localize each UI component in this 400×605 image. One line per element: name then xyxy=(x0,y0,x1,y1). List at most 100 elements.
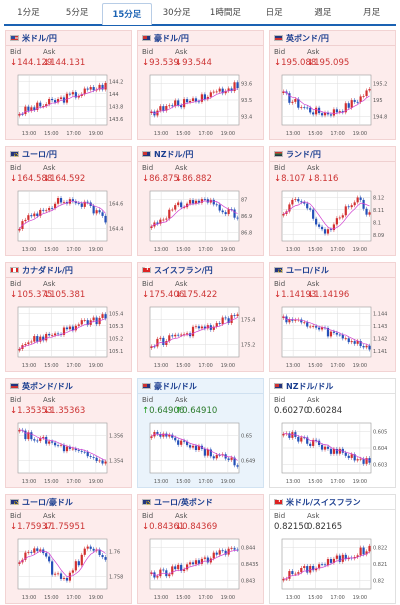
currency-card[interactable]: 豪ドル/ドル Bid Ask 0.64906 0.64910 13:00 15:0… xyxy=(137,378,264,488)
price-chart[interactable]: 13:00 15:00 17:00 19:00 164.6 164.4 xyxy=(10,187,129,253)
candle-body xyxy=(42,336,45,341)
price-chart[interactable]: 13:00 15:00 17:00 19:00 195.2 195 194.8 xyxy=(274,71,393,137)
candle-body xyxy=(180,564,183,572)
currency-card[interactable]: ユーロ/ドル Bid Ask 1.14193 1.14196 13:00 15:0… xyxy=(269,262,396,372)
candle-body xyxy=(168,105,171,107)
price-chart[interactable]: 13:00 15:00 17:00 19:00 0.822 0.821 0.82 xyxy=(274,535,393,601)
tab-timeframe[interactable]: 5分足 xyxy=(65,8,89,18)
candle-body xyxy=(33,548,36,553)
currency-pair-name: ランド/円 xyxy=(286,149,321,159)
currency-card[interactable]: ユーロ/豪ドル Bid Ask 1.75937 1.75951 13:00 15:… xyxy=(5,494,132,604)
ask-label: Ask xyxy=(307,48,320,56)
currency-pair-header[interactable]: 米ドル/スイスフラン xyxy=(270,495,395,510)
currency-card[interactable]: ユーロ/英ポンド Bid Ask 0.84361 0.84369 13:00 15… xyxy=(137,494,264,604)
candle-body xyxy=(341,111,344,113)
candle-body xyxy=(221,88,224,94)
candle-body xyxy=(197,200,201,203)
flag-icon xyxy=(142,383,151,389)
candle-body xyxy=(42,106,45,107)
candle-body xyxy=(48,333,51,336)
ask-value: 175.422 xyxy=(175,290,217,300)
candle-body xyxy=(347,338,350,343)
moving-average-line xyxy=(19,87,106,115)
currency-pair-header[interactable]: NZドル/円 xyxy=(138,147,263,162)
candle-body xyxy=(18,429,21,432)
time-axis-label: 19:00 xyxy=(221,479,235,485)
tab-timeframe[interactable]: 1時間足 xyxy=(209,8,241,18)
currency-pair-header[interactable]: カナダドル/円 xyxy=(6,263,131,278)
tab-timeframe[interactable]: 1分足 xyxy=(17,8,40,18)
candle-body xyxy=(36,336,39,342)
candle-body xyxy=(56,445,60,447)
price-chart[interactable]: 13:00 15:00 17:00 19:00 1.356 1.354 xyxy=(10,419,129,485)
currency-card[interactable]: 米ドル/スイスフラン Bid Ask 0.82150 0.82165 13:00… xyxy=(269,494,396,604)
candle-body xyxy=(194,326,198,328)
currency-pair-header[interactable]: ユーロ/円 xyxy=(6,147,131,162)
candle-body xyxy=(74,325,77,331)
currency-pair-header[interactable]: 英ポンド/円 xyxy=(270,31,395,46)
tab-timeframe[interactable]: 週足 xyxy=(314,8,332,18)
price-chart[interactable]: 13:00 15:00 17:00 19:00 105.4 105.3 105.2 105.1 xyxy=(10,303,129,369)
price-axis-label: 0.82 xyxy=(373,579,384,585)
currency-pair-header[interactable]: 英ポンド/ドル xyxy=(6,379,131,394)
candle-body xyxy=(362,346,365,348)
currency-card[interactable]: 英ポンド/ドル Bid Ask 1.35353 1.35363 13:00 15:… xyxy=(5,378,132,488)
price-chart[interactable]: 13:00 15:00 17:00 19:00 0.844 0.8435 0.843 xyxy=(142,535,261,601)
candle-body xyxy=(39,102,42,107)
bid-ask-values: 0.84361 0.84369 xyxy=(138,521,263,533)
candle-body xyxy=(329,331,333,337)
currency-card[interactable]: ユーロ/円 Bid Ask 164.588 164.592 13:00 15:00… xyxy=(5,146,132,256)
price-chart[interactable]: 13:00 15:00 17:00 19:00 144.2 144 143.8 143.6 xyxy=(10,71,129,137)
ask-value: 93.544 xyxy=(175,58,212,68)
candle-body xyxy=(326,229,330,234)
candle-body xyxy=(233,209,236,218)
currency-card[interactable]: ランド/円 Bid Ask 8.107 8.116 13:00 15:00 17:0… xyxy=(269,146,396,256)
candle-body xyxy=(162,219,165,221)
currency-pair-header[interactable]: 米ドル/円 xyxy=(6,31,131,46)
currency-pair-header[interactable]: ユーロ/豪ドル xyxy=(6,495,131,510)
candle-body xyxy=(185,564,189,570)
currency-card[interactable]: スイスフラン/円 Bid Ask 175.406 175.422 13:00 15… xyxy=(137,262,264,372)
chart-frame xyxy=(17,422,108,474)
candle-body xyxy=(353,202,356,206)
price-axis-label: 194.8 xyxy=(373,115,387,121)
price-chart[interactable]: 13:00 15:00 17:00 19:00 8.12 8.11 8.1 8.09 xyxy=(274,187,393,253)
tab-timeframe[interactable]: 月足 xyxy=(363,8,381,18)
price-axis-label: 0.604 xyxy=(373,446,387,452)
time-axis-label: 19:00 xyxy=(221,131,235,137)
currency-card[interactable]: カナダドル/円 Bid Ask 105.375 105.381 13:00 15:… xyxy=(5,262,132,372)
currency-card[interactable]: 豪ドル/円 Bid Ask 93.539 93.544 13:00 15:00 17… xyxy=(137,30,264,140)
currency-pair-header[interactable]: ランド/円 xyxy=(270,147,395,162)
ask-value: 0.64910 xyxy=(175,406,217,416)
currency-pair-header[interactable]: 豪ドル/円 xyxy=(138,31,263,46)
time-axis-label: 13:00 xyxy=(154,131,168,137)
price-axis-label: 1.354 xyxy=(109,459,123,465)
price-chart[interactable]: 13:00 15:00 17:00 19:00 0.65 0.649 xyxy=(142,419,261,485)
currency-pair-header[interactable]: 豪ドル/ドル xyxy=(138,379,263,394)
price-axis-label: 8.12 xyxy=(373,195,384,201)
tab-timeframe[interactable]: 30分足 xyxy=(162,8,191,18)
price-chart[interactable]: 13:00 15:00 17:00 19:00 1.144 1.143 1.142 1.141 xyxy=(274,303,393,369)
candle-body xyxy=(153,346,156,348)
candle-body xyxy=(335,109,338,113)
candle-body xyxy=(344,206,347,216)
tab-timeframe[interactable]: 日足 xyxy=(265,8,283,18)
price-chart[interactable]: 13:00 15:00 17:00 19:00 93.6 93.5 93.4 xyxy=(142,71,261,137)
price-chart[interactable]: 13:00 15:00 17:00 19:00 0.605 0.604 0.603 xyxy=(274,419,393,485)
candle-body xyxy=(206,557,209,563)
currency-card[interactable]: NZドル/円 Bid Ask 86.875 86.882 13:0015:001… xyxy=(137,146,264,256)
currency-pair-header[interactable]: ユーロ/英ポンド xyxy=(138,495,263,510)
tab-timeframe[interactable]: 15分足 xyxy=(101,3,153,25)
currency-card[interactable]: 英ポンド/円 Bid Ask 195.088 195.095 13:00 15:0… xyxy=(269,30,396,140)
bid-label: Bid xyxy=(274,512,286,520)
currency-pair-header[interactable]: NZドル/ドル xyxy=(270,379,395,394)
currency-card[interactable]: 米ドル/円 Bid Ask 144.129 144.131 13:00 15:00… xyxy=(5,30,132,140)
candle-body xyxy=(306,437,309,444)
currency-pair-header[interactable]: スイスフラン/円 xyxy=(138,263,263,278)
price-chart[interactable]: 13:00 15:00 17:00 19:00 87 86.9 86.8 xyxy=(142,187,261,253)
price-axis-label: 105.4 xyxy=(109,311,123,317)
price-chart[interactable]: 13:00 15:00 17:00 19:00 1.76 1.758 xyxy=(10,535,129,601)
currency-card[interactable]: NZドル/ドル Bid Ask 0.60270 0.60284 13:00 15:… xyxy=(269,378,396,488)
currency-pair-header[interactable]: ユーロ/ドル xyxy=(270,263,395,278)
price-chart[interactable]: 13:00 15:00 17:00 19:00 175.4 175.2 xyxy=(142,303,261,369)
